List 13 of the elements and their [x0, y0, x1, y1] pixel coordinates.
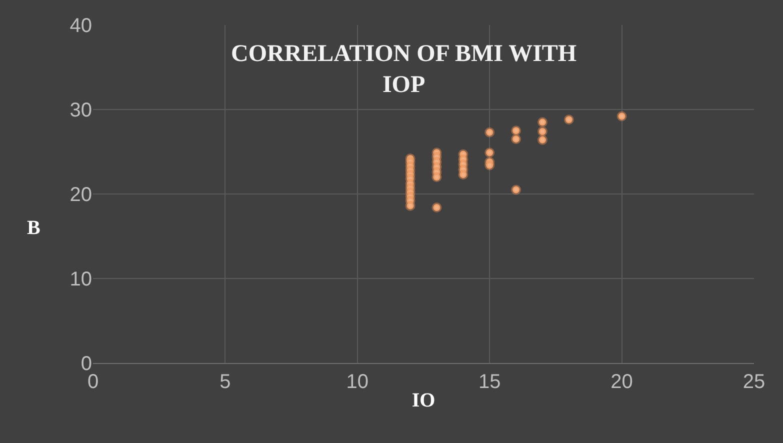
x-tick-label: 10	[346, 371, 369, 393]
y-tick-label: 30	[70, 100, 92, 122]
x-tick-label: 15	[478, 371, 501, 393]
text: CORRELATION OF BMI WITH IOP	[231, 41, 577, 98]
y-axis-title: B	[27, 217, 40, 239]
y-tick-label: 0	[80, 353, 92, 375]
y-tick-label: 20	[70, 184, 92, 206]
y-tick-label: 10	[70, 268, 92, 290]
x-tick-label: 25	[742, 371, 766, 393]
x-tick-label: 20	[610, 371, 633, 393]
y-tick-label: 40	[70, 15, 92, 37]
x-axis-title: IO	[412, 390, 436, 412]
x-tick-label: 5	[220, 371, 231, 393]
